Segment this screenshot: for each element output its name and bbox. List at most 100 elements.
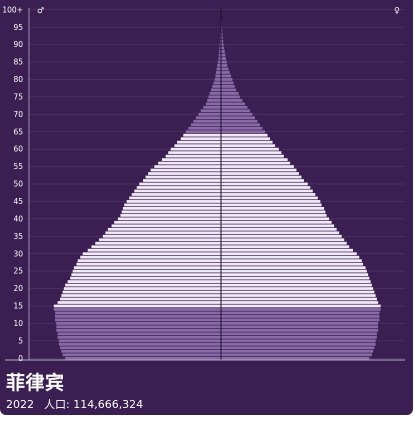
y-tick-label: 10 — [13, 319, 23, 328]
left-bar-age-33 — [95, 241, 221, 245]
y-tick-label: 30 — [13, 249, 23, 258]
left-bar-age-29 — [80, 255, 221, 259]
right-bar-age-72 — [221, 105, 248, 109]
y-tick-label: 35 — [13, 232, 23, 241]
right-bar-age-7 — [221, 332, 377, 336]
right-bar-age-49 — [221, 186, 311, 189]
y-tick-label: 60 — [13, 145, 23, 154]
population-label: 人口: 114,666,324 — [44, 398, 144, 411]
right-bar-age-31 — [221, 248, 353, 252]
right-bar-age-56 — [221, 161, 291, 165]
left-bar-age-37 — [107, 227, 221, 231]
left-bar-age-13 — [55, 311, 221, 315]
left-bar-age-86 — [218, 57, 221, 60]
right-bar-age-73 — [221, 102, 245, 106]
left-bar-age-75 — [208, 95, 221, 99]
right-bar-age-94 — [221, 29, 223, 33]
right-bar-age-80 — [221, 78, 233, 81]
right-bar-age-57 — [221, 158, 288, 161]
right-bar-age-19 — [221, 290, 375, 294]
left-bar-age-73 — [205, 102, 221, 106]
left-bar-age-56 — [158, 161, 221, 165]
left-bar-age-74 — [207, 98, 221, 102]
left-bar-age-90 — [219, 43, 221, 46]
y-tick-label: 20 — [13, 284, 23, 293]
right-bar-age-71 — [221, 109, 250, 113]
right-bar-age-29 — [221, 255, 360, 259]
right-bar-age-87 — [221, 53, 226, 57]
right-bar-age-32 — [221, 245, 350, 249]
left-bar-age-45 — [126, 200, 221, 203]
left-bar-age-7 — [57, 332, 222, 336]
right-bar-age-25 — [221, 269, 367, 273]
right-bar-age-55 — [221, 165, 294, 168]
left-bar-age-88 — [219, 50, 221, 53]
left-bar-age-26 — [73, 266, 222, 270]
left-bar-age-51 — [143, 179, 221, 182]
right-bar-age-62 — [221, 140, 273, 144]
right-bar-age-8 — [221, 328, 379, 332]
right-bar-age-10 — [221, 322, 379, 325]
right-bar-age-92 — [221, 36, 223, 40]
right-bar-age-58 — [221, 154, 284, 158]
right-bar-age-88 — [221, 50, 225, 53]
left-bar-age-42 — [121, 210, 221, 214]
left-bar-age-2 — [61, 349, 221, 353]
left-bar-age-0 — [65, 356, 221, 360]
right-bar-age-52 — [221, 175, 302, 179]
right-bar-age-85 — [221, 60, 227, 64]
right-bar-age-18 — [221, 294, 376, 297]
right-bar-age-46 — [221, 196, 318, 200]
y-tick-label: 45 — [13, 197, 23, 206]
right-bar-age-59 — [221, 151, 282, 155]
right-bar-age-39 — [221, 220, 332, 224]
left-bar-age-47 — [131, 193, 221, 196]
y-tick-label: 50 — [13, 180, 23, 189]
y-tick-label: 85 — [13, 58, 23, 67]
left-bar-age-80 — [214, 78, 221, 81]
left-bar-age-12 — [55, 315, 221, 318]
right-bar-age-76 — [221, 91, 239, 95]
left-bar-age-36 — [105, 231, 221, 235]
right-bar-age-79 — [221, 81, 234, 85]
right-bar-age-34 — [221, 238, 345, 242]
right-bar-age-4 — [221, 342, 376, 346]
right-bar-age-35 — [221, 234, 342, 238]
left-bar-age-58 — [165, 154, 221, 158]
left-bar-age-67 — [190, 123, 221, 127]
right-bar-age-38 — [221, 224, 335, 228]
right-bar-age-12 — [221, 315, 380, 318]
right-bar-age-67 — [221, 123, 260, 127]
right-bar-age-2 — [221, 349, 374, 353]
left-bar-age-46 — [129, 196, 221, 200]
left-bar-age-5 — [58, 339, 222, 343]
left-bar-age-50 — [139, 182, 221, 186]
y-tick-label: 15 — [13, 302, 23, 311]
y-tick-label: 0 — [18, 354, 23, 363]
right-bar-age-95 — [221, 25, 223, 29]
right-bar-age-6 — [221, 335, 377, 339]
right-bar-age-68 — [221, 119, 258, 123]
y-tick-label: 25 — [13, 267, 23, 276]
left-bar-age-10 — [56, 322, 221, 325]
right-bar-age-0 — [221, 356, 370, 360]
left-bar-age-77 — [210, 88, 221, 92]
left-bar-age-65 — [185, 130, 221, 134]
right-bar-age-93 — [221, 32, 223, 36]
right-bar-age-91 — [221, 39, 224, 43]
right-bar-age-53 — [221, 172, 299, 175]
subtitle: 2022 人口: 114,666,324 — [6, 396, 153, 412]
left-bar-age-60 — [170, 147, 221, 151]
left-bar-age-52 — [145, 175, 221, 179]
left-bars — [53, 8, 222, 360]
left-bar-age-57 — [161, 158, 221, 161]
right-bar-age-17 — [221, 297, 377, 301]
left-bar-age-25 — [72, 269, 222, 273]
left-bar-age-62 — [177, 140, 221, 144]
right-bar-age-44 — [221, 203, 322, 207]
left-bar-age-38 — [111, 224, 221, 228]
right-bar-age-90 — [221, 43, 224, 46]
left-bar-age-18 — [61, 294, 221, 297]
left-bar-age-11 — [55, 318, 221, 322]
